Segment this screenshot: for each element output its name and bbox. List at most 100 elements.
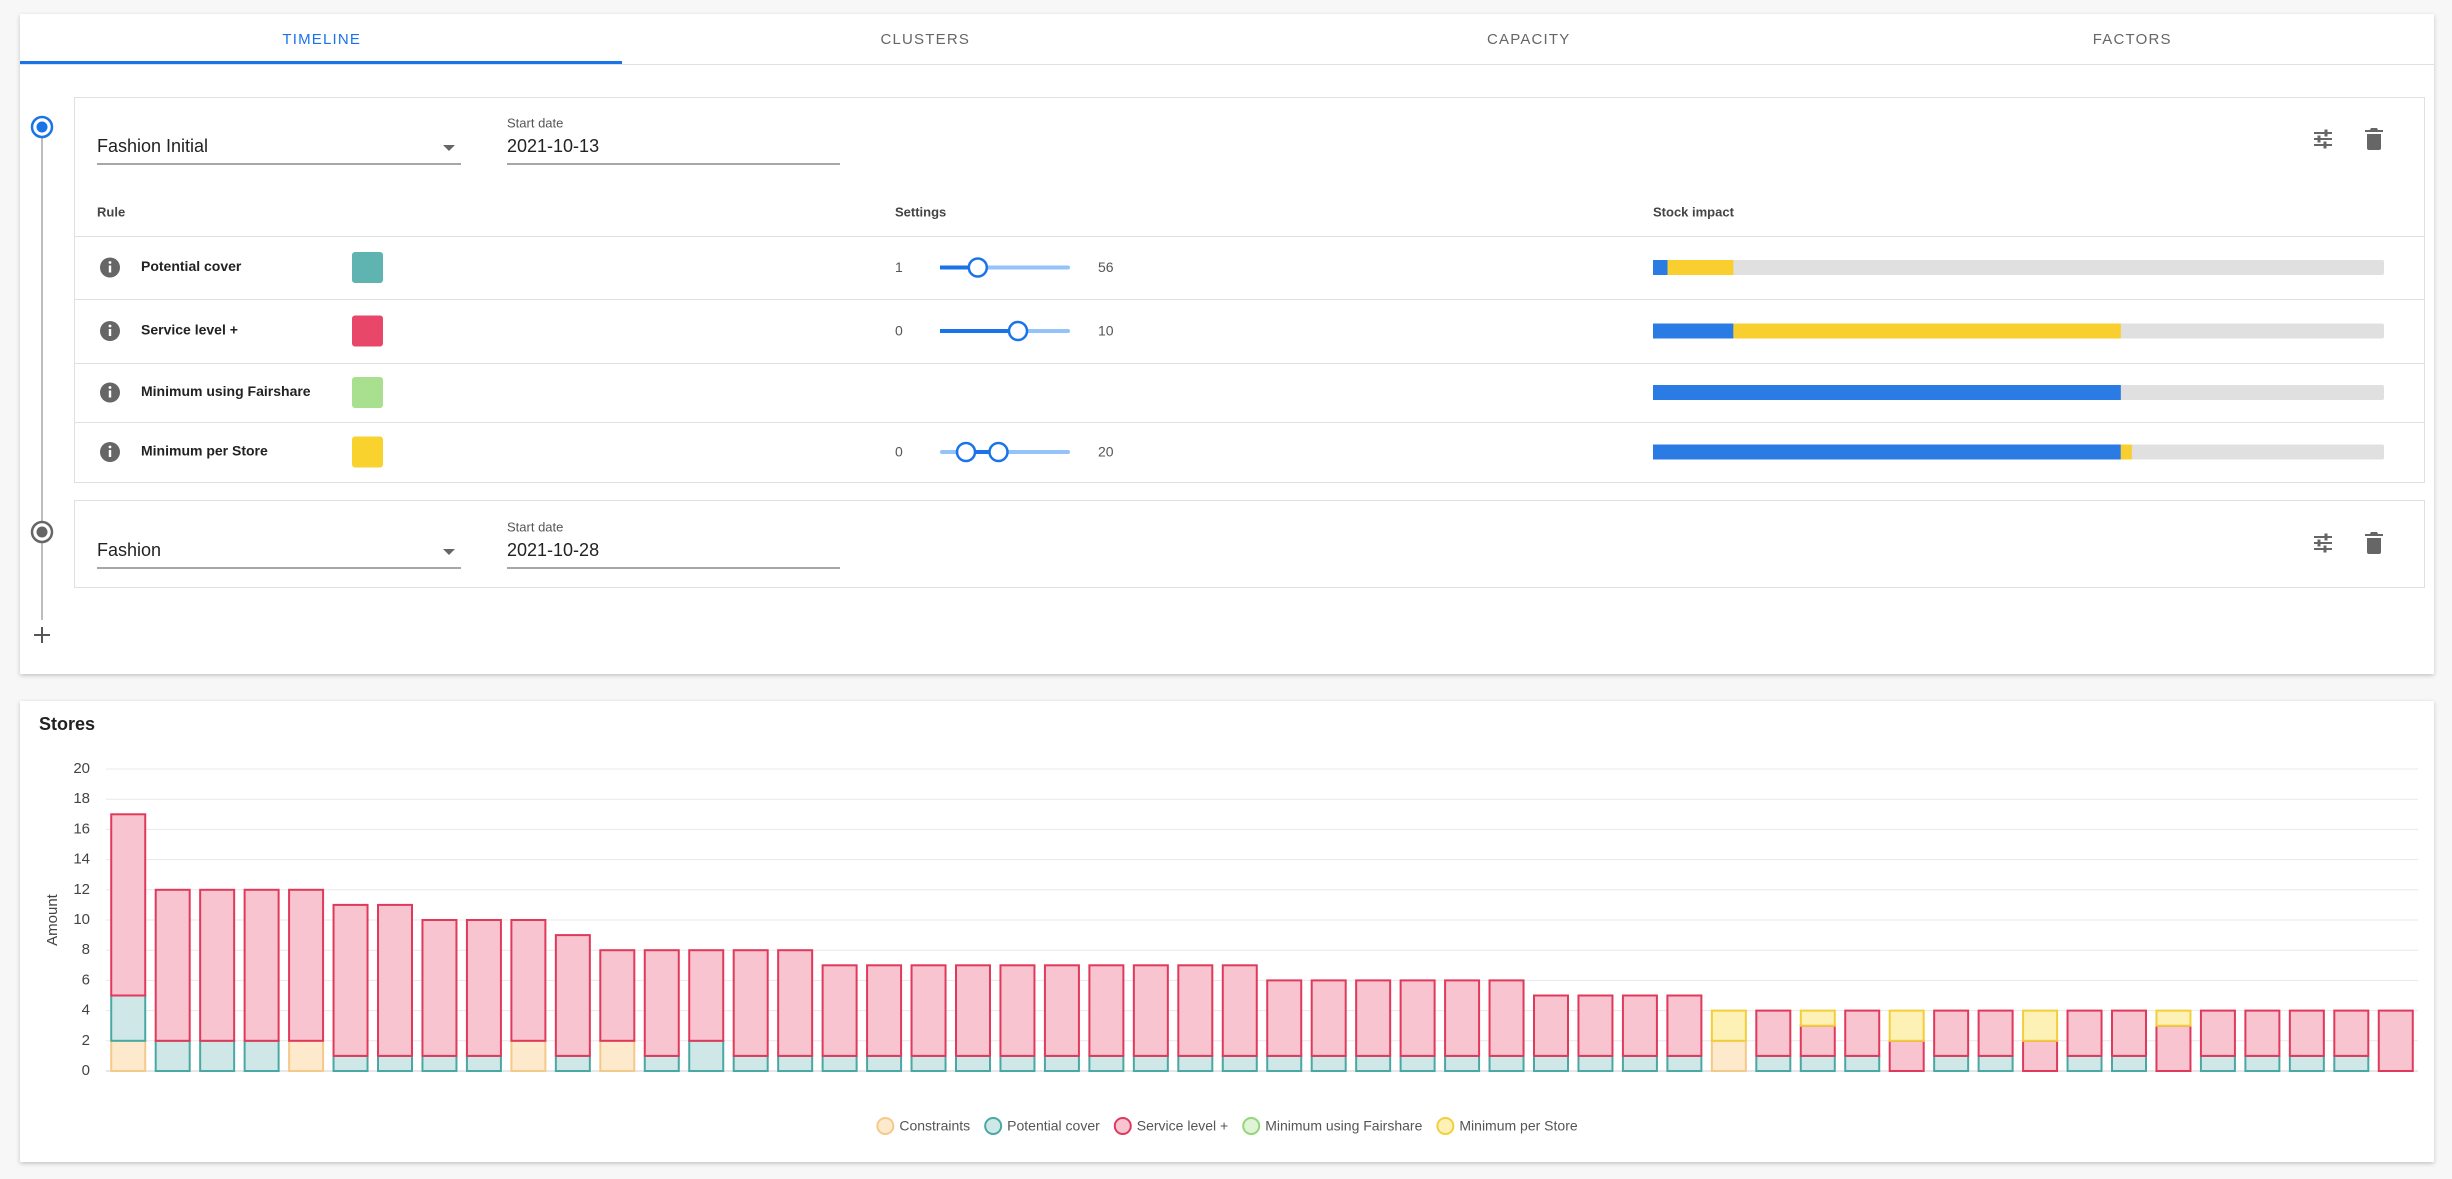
rule-name: Minimum per Store bbox=[141, 443, 268, 459]
info-button[interactable] bbox=[100, 382, 120, 403]
bar-segment bbox=[688, 1039, 725, 1073]
bar-segment bbox=[1755, 1054, 1792, 1073]
bar-segment bbox=[1621, 994, 1658, 1057]
legend-swatch bbox=[984, 1117, 1003, 1135]
legend-label: Minimum per Store bbox=[1459, 1118, 1577, 1134]
bar-segment bbox=[732, 949, 769, 1057]
icon-stem bbox=[108, 265, 112, 273]
info-button[interactable] bbox=[100, 321, 120, 341]
bar-segment bbox=[1533, 1054, 1569, 1073]
slider-thumb[interactable] bbox=[1007, 320, 1029, 342]
slider-min: 0 bbox=[895, 444, 903, 460]
bar-segment bbox=[1132, 1054, 1169, 1073]
bar-segment bbox=[1666, 994, 1703, 1057]
column-header: Stock impact bbox=[1653, 204, 1735, 219]
legend: Constraints Potential cover Service level … bbox=[876, 1117, 1578, 1135]
bar-segment bbox=[1621, 1054, 1658, 1073]
slider-max: 56 bbox=[1098, 259, 1114, 275]
scenario-select[interactable]: Fashion Initial bbox=[97, 136, 208, 156]
bar-segment bbox=[1266, 979, 1303, 1057]
legend-item[interactable]: Constraints bbox=[876, 1117, 970, 1135]
y-tick-label: 6 bbox=[82, 971, 90, 988]
bar-segment bbox=[1977, 1009, 2014, 1057]
bar-segment bbox=[688, 949, 725, 1042]
bar-segment bbox=[2066, 1009, 2103, 1057]
entry-card bbox=[74, 97, 2425, 483]
bar-segment bbox=[599, 1039, 636, 1073]
bar-segment bbox=[1221, 1054, 1258, 1073]
bar-segment bbox=[999, 964, 1036, 1057]
column-header: Settings bbox=[895, 204, 946, 219]
bar-segment bbox=[1755, 1009, 1792, 1057]
add-entry[interactable] bbox=[34, 627, 50, 643]
y-tick-label: 4 bbox=[82, 1002, 90, 1019]
bar-segment bbox=[2111, 1054, 2147, 1073]
slider-thumb[interactable] bbox=[967, 257, 989, 278]
settings-button[interactable] bbox=[2314, 533, 2332, 553]
bar-segment bbox=[154, 888, 191, 1042]
slider-thumb[interactable] bbox=[955, 441, 977, 463]
slider-active bbox=[940, 329, 1018, 333]
rule-name: Minimum using Fairshare bbox=[141, 383, 311, 399]
bar-segment bbox=[332, 1054, 369, 1073]
bar-segment bbox=[1444, 979, 1481, 1057]
bar-segment bbox=[2288, 1009, 2325, 1057]
bar-segment bbox=[1933, 1009, 1970, 1057]
rule-name: Service level + bbox=[141, 322, 238, 338]
impact-segment bbox=[1653, 323, 1734, 339]
bar-segment bbox=[955, 1054, 991, 1073]
bar-segment bbox=[110, 994, 147, 1042]
bar-segment bbox=[332, 903, 369, 1057]
legend-swatch bbox=[1436, 1117, 1455, 1135]
icon-stem bbox=[108, 390, 112, 398]
active-tab-indicator bbox=[20, 61, 622, 64]
tab[interactable]: CAPACITY bbox=[1487, 31, 1571, 48]
legend-item[interactable]: Minimum per Store bbox=[1436, 1117, 1578, 1135]
delete-button[interactable] bbox=[2365, 128, 2383, 150]
legend-item[interactable]: Minimum using Fairshare bbox=[1242, 1117, 1423, 1135]
date-input[interactable]: 2021-10-28 bbox=[507, 540, 599, 560]
scenario-select[interactable]: Fashion bbox=[97, 540, 161, 560]
info-button[interactable] bbox=[100, 257, 120, 278]
bar-segment bbox=[1933, 1054, 1970, 1073]
slider-max: 10 bbox=[1098, 323, 1114, 339]
bar-segment bbox=[2066, 1054, 2103, 1073]
tab[interactable]: TIMELINE bbox=[282, 31, 361, 48]
y-tick-label: 14 bbox=[73, 851, 90, 868]
legend-item[interactable]: Service level + bbox=[1113, 1117, 1228, 1135]
tab[interactable]: FACTORS bbox=[2093, 31, 2172, 48]
legend-label: Service level + bbox=[1137, 1118, 1228, 1134]
settings-button[interactable] bbox=[2314, 129, 2332, 149]
bar-segment bbox=[910, 964, 947, 1057]
bar-segment bbox=[421, 1054, 458, 1073]
impact-segment bbox=[2120, 444, 2132, 460]
info-button[interactable] bbox=[100, 442, 120, 462]
delete-button[interactable] bbox=[2365, 532, 2383, 554]
bar-segment bbox=[554, 934, 591, 1057]
bar-segment bbox=[1977, 1054, 2014, 1073]
bar-segment bbox=[1577, 994, 1614, 1057]
bar-segment bbox=[1710, 1039, 1747, 1073]
tab[interactable]: CLUSTERS bbox=[880, 31, 970, 48]
bar-segment bbox=[288, 1039, 325, 1073]
date-input[interactable]: 2021-10-13 bbox=[507, 136, 599, 156]
rule-color bbox=[352, 252, 383, 283]
bar-segment bbox=[510, 1039, 547, 1073]
icon-dot bbox=[108, 324, 112, 328]
bar-segment bbox=[643, 1054, 680, 1073]
icon-dot bbox=[108, 386, 112, 389]
legend-item[interactable]: Potential cover bbox=[984, 1117, 1100, 1135]
column-header: Rule bbox=[97, 204, 125, 219]
bar-segment bbox=[821, 964, 858, 1057]
bar-segment bbox=[1355, 979, 1392, 1057]
legend-swatch bbox=[876, 1117, 895, 1135]
bar-segment bbox=[465, 919, 502, 1057]
y-tick-label: 0 bbox=[82, 1062, 90, 1079]
bar-segment bbox=[1799, 1009, 1836, 1027]
bar-segment bbox=[643, 949, 680, 1057]
bar-segment bbox=[465, 1054, 502, 1073]
impact-segment bbox=[1667, 260, 1734, 275]
bar-segment bbox=[1355, 1054, 1392, 1073]
slider-thumb[interactable] bbox=[988, 441, 1009, 463]
bar-segment bbox=[955, 964, 991, 1057]
